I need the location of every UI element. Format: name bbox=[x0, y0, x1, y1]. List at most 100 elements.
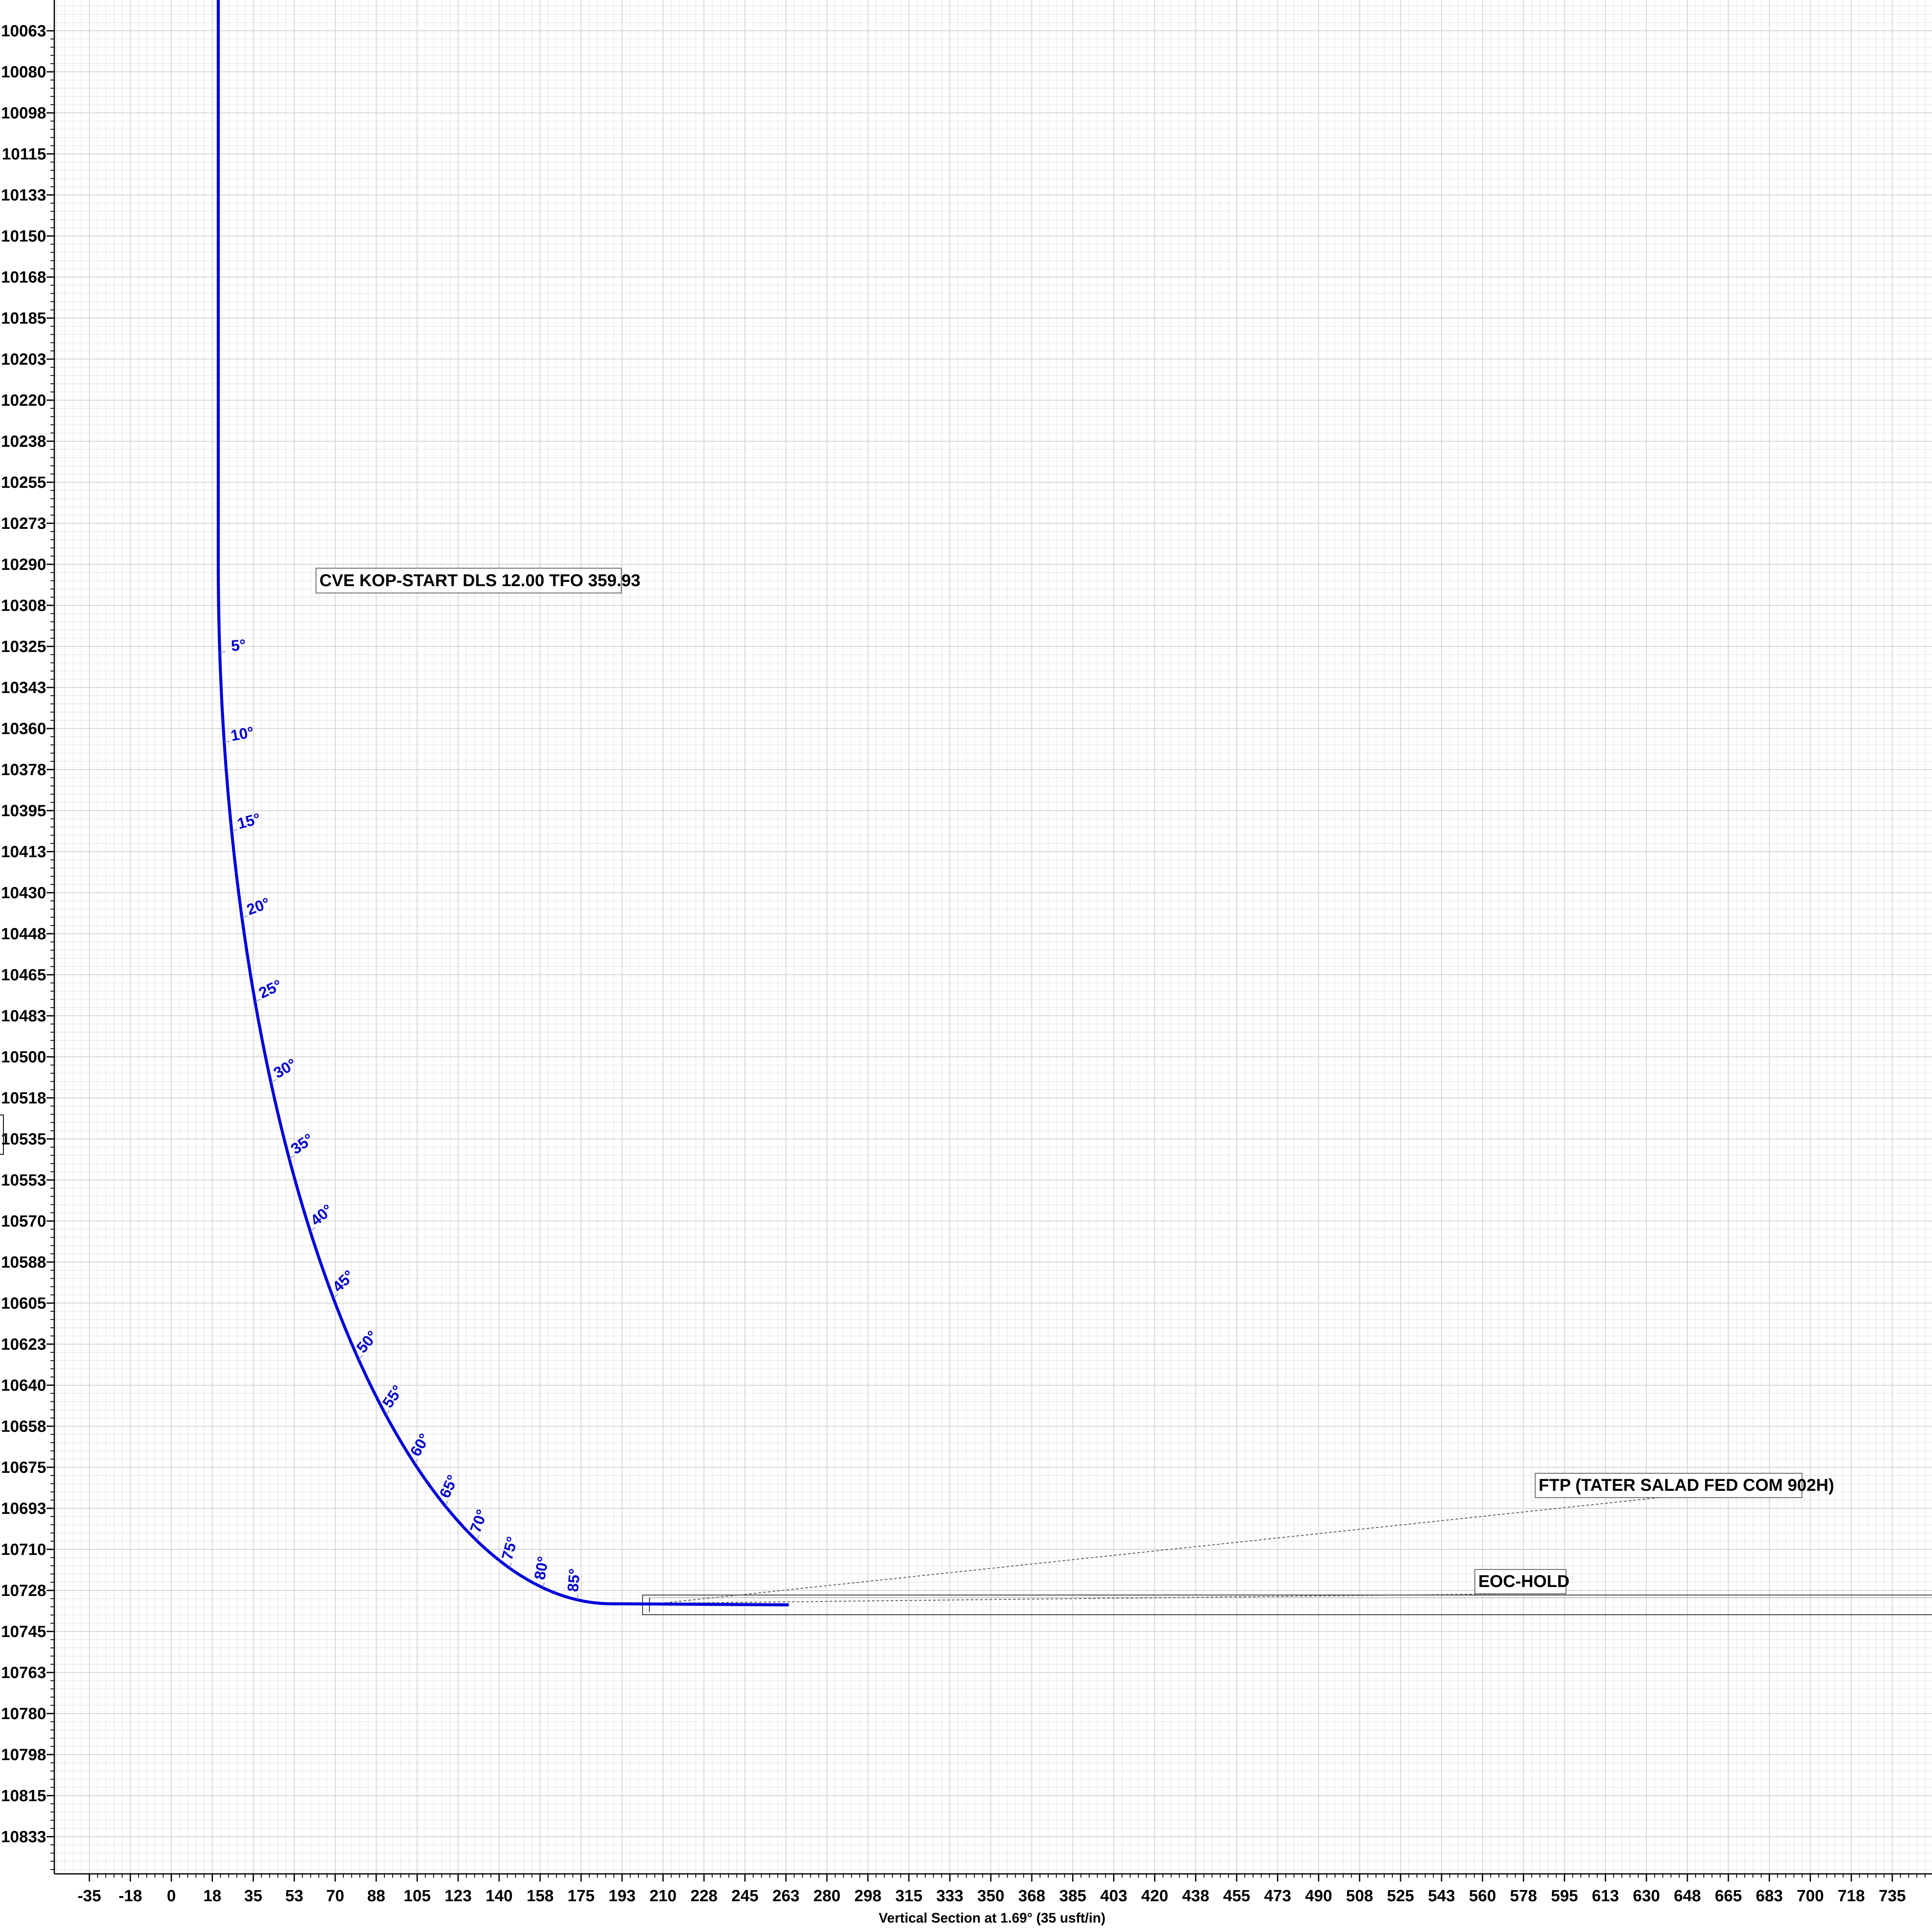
inclination-tick bbox=[358, 1355, 363, 1360]
x-tick-label: 158 bbox=[526, 1887, 553, 1905]
y-tick-label: 10763 bbox=[1, 1664, 46, 1682]
x-tick-label: 473 bbox=[1264, 1887, 1291, 1905]
minor-grid bbox=[54, 0, 1932, 1874]
y-tick-label: 10448 bbox=[1, 925, 46, 943]
y-tick-label: 10273 bbox=[1, 515, 46, 533]
inclination-tick bbox=[242, 915, 248, 918]
inclination-tick bbox=[385, 1410, 390, 1416]
x-tick-label: 455 bbox=[1223, 1887, 1250, 1905]
x-tick-label: 70 bbox=[326, 1887, 344, 1905]
y-tick-label: 10815 bbox=[1, 1787, 46, 1805]
y-tick-label: 10500 bbox=[1, 1048, 46, 1066]
wellbore-trajectory bbox=[216, 0, 789, 1607]
x-tick-label: 438 bbox=[1182, 1887, 1209, 1905]
x-tick-label: 245 bbox=[731, 1887, 758, 1905]
inclination-tick bbox=[445, 1500, 448, 1507]
x-tick-label: 53 bbox=[285, 1887, 303, 1905]
y-tick-label: 10098 bbox=[1, 104, 46, 122]
x-tick-label: 525 bbox=[1387, 1887, 1414, 1905]
inclination-label: 5° bbox=[230, 636, 247, 655]
y-tick-label: 10395 bbox=[1, 802, 46, 820]
y-tick-label: 10640 bbox=[1, 1377, 46, 1395]
x-tick-label: 105 bbox=[404, 1887, 431, 1905]
y-tick-label: 10675 bbox=[1, 1459, 46, 1477]
y-tick-label: 10780 bbox=[1, 1705, 46, 1723]
x-tick-label: 508 bbox=[1346, 1887, 1373, 1905]
x-tick-label: 315 bbox=[895, 1887, 922, 1905]
x-tick-label: 735 bbox=[1879, 1887, 1905, 1905]
y-tick-label: 10693 bbox=[1, 1500, 46, 1518]
x-tick-label: 718 bbox=[1838, 1887, 1865, 1905]
x-tick-label: 420 bbox=[1141, 1887, 1168, 1905]
x-tick-label: 630 bbox=[1633, 1887, 1660, 1905]
y-tick-label: 10325 bbox=[1, 638, 46, 656]
y-tick-label: 10658 bbox=[1, 1418, 46, 1436]
inclination-tick bbox=[289, 1155, 295, 1160]
y-tick-label: 10115 bbox=[2, 145, 46, 163]
y-tick-label: 10185 bbox=[1, 310, 46, 327]
x-tick-label: 333 bbox=[936, 1887, 963, 1905]
inclination-tick bbox=[577, 1593, 578, 1600]
annotation-label: EOC-HOLD bbox=[1478, 1572, 1569, 1591]
x-tick-label: 193 bbox=[609, 1887, 635, 1905]
x-tick-label: 18 bbox=[203, 1887, 221, 1905]
x-tick-label: 403 bbox=[1100, 1887, 1127, 1905]
y-tick-label: 10710 bbox=[1, 1541, 46, 1559]
y-tick-label: 10063 bbox=[1, 22, 46, 40]
y-tick-label: 10378 bbox=[1, 761, 46, 779]
inclination-tick bbox=[224, 741, 230, 743]
x-tick-label: 578 bbox=[1510, 1887, 1537, 1905]
y-tick-label: 10605 bbox=[1, 1295, 46, 1313]
y-tick-label: 10133 bbox=[1, 186, 46, 204]
x-tick-label: 350 bbox=[977, 1887, 1004, 1905]
trajectory-line bbox=[216, 0, 789, 1607]
x-tick-label: -18 bbox=[118, 1887, 142, 1905]
x-tick-label: 0 bbox=[167, 1887, 176, 1905]
x-tick-label: 298 bbox=[854, 1887, 881, 1905]
x-tick-label: 140 bbox=[485, 1887, 512, 1905]
annotation-label: FTP (TATER SALAD FED COM 902H) bbox=[1539, 1476, 1834, 1495]
x-tick-label: 490 bbox=[1305, 1887, 1332, 1905]
x-tick-label: 280 bbox=[813, 1887, 840, 1905]
x-tick-label: 88 bbox=[367, 1887, 385, 1905]
inclination-tick bbox=[333, 1294, 338, 1299]
annotation-leaders bbox=[612, 1497, 1660, 1605]
x-tick-label: 595 bbox=[1551, 1887, 1578, 1905]
x-tick-label: 228 bbox=[691, 1887, 718, 1905]
annotation-leader bbox=[652, 1497, 1660, 1605]
y-tick-label: 10203 bbox=[1, 351, 46, 369]
inclination-tick bbox=[414, 1459, 418, 1464]
y-tick-label: 10308 bbox=[1, 597, 46, 615]
annotation-box bbox=[1474, 1569, 1566, 1594]
x-tick-label: 368 bbox=[1018, 1887, 1045, 1905]
y-tick-label: 10483 bbox=[1, 1007, 46, 1025]
inclination-tick bbox=[476, 1535, 480, 1541]
y-tick-label: 10728 bbox=[1, 1582, 46, 1600]
annotations: CVE KOP-START DLS 12.00 TFO 359.93 EOC-HO… bbox=[316, 568, 1834, 1594]
inclination-tick bbox=[255, 999, 261, 1003]
x-tick-label: 263 bbox=[772, 1887, 799, 1905]
y-tick-label: 10168 bbox=[1, 268, 46, 286]
x-tick-label: 123 bbox=[445, 1887, 472, 1905]
y-tick-label: 10150 bbox=[1, 227, 46, 245]
y-tick-label: 10430 bbox=[1, 884, 46, 902]
inclination-tick bbox=[543, 1582, 545, 1588]
x-tick-label: 543 bbox=[1428, 1887, 1455, 1905]
y-tick-label: 10465 bbox=[1, 966, 46, 984]
x-tick-label: 210 bbox=[650, 1887, 676, 1905]
y-tick-label: 10413 bbox=[1, 843, 46, 861]
inclination-label: 10° bbox=[229, 723, 255, 744]
y-tick-label: 10798 bbox=[1, 1746, 46, 1764]
section-marker bbox=[0, 1115, 4, 1155]
x-tick-label: -35 bbox=[78, 1887, 101, 1905]
inclination-tick bbox=[509, 1562, 512, 1569]
x-tick-label: 613 bbox=[1592, 1887, 1619, 1905]
inclination-tick bbox=[271, 1079, 277, 1083]
x-tick-label: 683 bbox=[1756, 1887, 1783, 1905]
y-tick-label: 10588 bbox=[1, 1254, 46, 1271]
annotation-box bbox=[1535, 1473, 1802, 1498]
y-tick-label: 10518 bbox=[1, 1089, 46, 1107]
x-tick-label: 700 bbox=[1797, 1887, 1824, 1905]
